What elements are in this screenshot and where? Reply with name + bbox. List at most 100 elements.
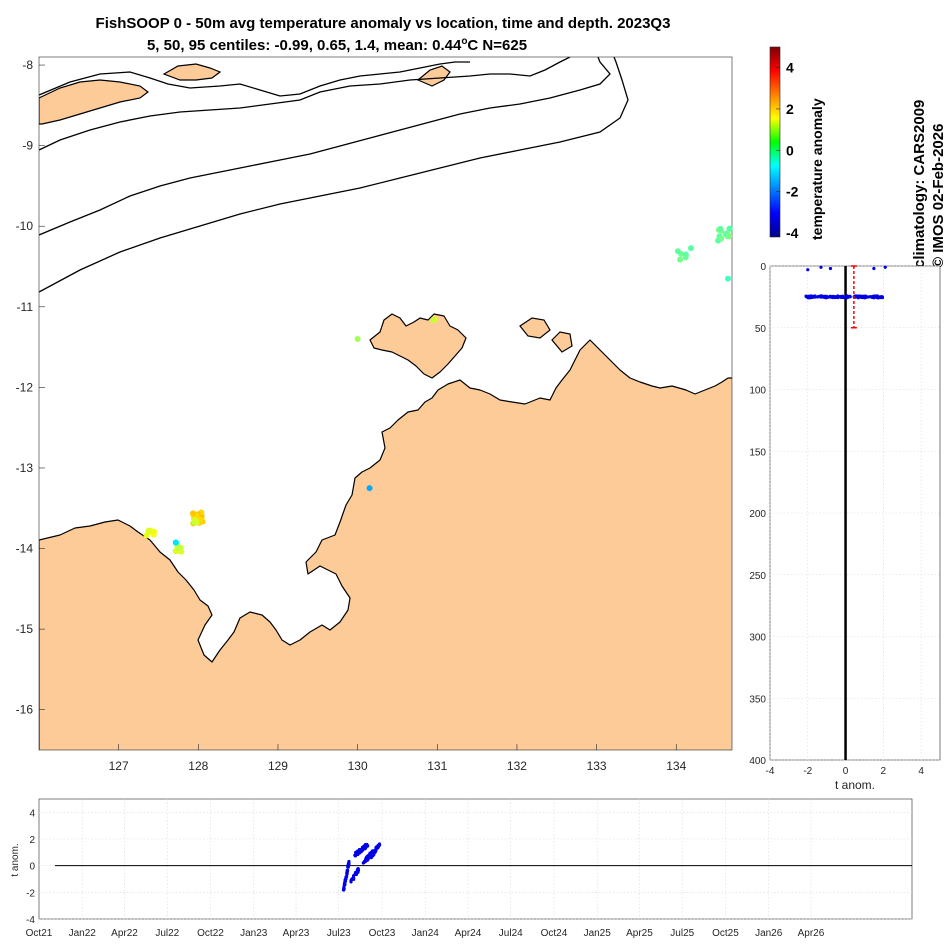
depth-point [815, 295, 819, 299]
depth-ytick-label: 0 [760, 262, 766, 273]
ts-point [359, 850, 363, 854]
depth-point [878, 295, 883, 299]
map-ytick-label: -12 [16, 380, 34, 394]
depth-points [804, 265, 887, 329]
climatology-label: climatology: CARS2009 [911, 100, 928, 268]
chart-title: FishSOOP 0 - 50m avg temperature anomaly… [96, 15, 671, 32]
depth-point [872, 266, 876, 271]
timor-island [39, 79, 149, 125]
ts-ytick-label: -2 [26, 888, 35, 899]
map-point [678, 250, 685, 257]
map-point [726, 233, 733, 240]
ts-ytick-label: 2 [29, 835, 35, 846]
depth-ytick-label: 100 [749, 386, 766, 397]
ts-xtick-label: Apr23 [283, 928, 310, 939]
contour-shallow [39, 61, 470, 97]
depth-point [822, 295, 826, 299]
ts-point [353, 853, 357, 857]
depth-xtick-label: 4 [918, 766, 924, 777]
ts-point [360, 845, 365, 849]
ts-xtick-label: Oct23 [369, 928, 396, 939]
map-ytick-label: -14 [16, 542, 34, 556]
ts-xtick-label: Jan23 [240, 928, 268, 939]
depth-point [841, 294, 845, 298]
map-point [677, 256, 684, 263]
map-xtick-label: 127 [109, 759, 129, 773]
colorbar-gradient [769, 46, 781, 238]
ts-xtick-label: Apr26 [798, 928, 825, 939]
map-ytick-label: -8 [22, 58, 33, 72]
ts-xtick-label: Jan26 [755, 928, 783, 939]
map-point [717, 225, 724, 232]
map-point [682, 254, 689, 261]
ts-point [363, 843, 367, 847]
ts-point [374, 848, 378, 852]
depth-point [875, 295, 879, 299]
ts-ytick-label: 4 [29, 808, 35, 819]
depth-profile-panel: -4 -2 0 2 4 0 50 100 150 200 250 300 350 400 t anom. [749, 262, 941, 792]
depth-point [829, 295, 833, 299]
depth-ytick-label: 50 [755, 324, 767, 335]
ts-xtick-label: Jul23 [327, 928, 351, 939]
map-xtick-label: 134 [666, 759, 686, 773]
ts-point [356, 870, 360, 874]
ts-xtick-label: Apr24 [455, 928, 482, 939]
map-point [366, 485, 373, 492]
colorbar-tick-label: -2 [786, 184, 799, 200]
chart-subtitle: 5, 50, 95 centiles: -0.99, 0.65, 1.4, me… [147, 36, 527, 54]
ts-point [344, 875, 349, 879]
ts-xtick-label: Jul25 [670, 928, 694, 939]
ts-xtick-label: Jul22 [155, 928, 179, 939]
ts-xtick-label: Oct22 [197, 928, 224, 939]
ts-axes: Oct21 Jan22 Apr22 Jul22 Oct22 Jan23 Apr23 Jul23… [26, 799, 912, 939]
depth-xlabel: t anom. [835, 778, 875, 792]
map-point [354, 336, 361, 343]
ts-xtick-label: Jul24 [499, 928, 523, 939]
island-131e [369, 313, 467, 379]
depth-ytick-label: 400 [749, 756, 766, 767]
map-frame [38, 56, 733, 751]
ts-point [355, 851, 359, 855]
depth-xtick-label: 0 [843, 766, 849, 777]
map-axes: 127 128 129 130 131 132 133 134 -8 -9 -10 -11 -12 -13… [16, 58, 687, 773]
subtitle-stats: 5, 50, 95 centiles: -0.99, 0.65, 1.4, me… [147, 37, 462, 54]
ts-point [362, 860, 367, 864]
ts-point [345, 871, 349, 875]
depth-point [848, 295, 852, 299]
map-xtick-label: 132 [507, 759, 527, 773]
map-xtick-label: 130 [348, 759, 368, 773]
depth-xtick-label: -4 [766, 766, 775, 777]
depth-axes: -4 -2 0 2 4 0 50 100 150 200 250 300 350 400 [749, 262, 940, 777]
map-point [191, 517, 198, 524]
ts-point [342, 882, 347, 886]
map-point [172, 539, 179, 546]
colorbar-tick-label: -4 [786, 225, 799, 241]
colorbar-tick-label: 4 [786, 60, 794, 76]
map-xtick-label: 129 [268, 759, 288, 773]
depth-ytick-label: 300 [749, 633, 766, 644]
island-arnhem [519, 317, 551, 339]
ts-point [352, 877, 356, 881]
map-xtick-label: 128 [188, 759, 208, 773]
depth-point [883, 265, 887, 269]
ts-points [341, 842, 382, 892]
ts-xtick-label: Apr22 [111, 928, 138, 939]
ts-point [347, 863, 351, 867]
depth-point [858, 295, 862, 299]
colorbar-tick-label: 0 [786, 142, 794, 158]
map-ytick-label: -9 [22, 139, 33, 153]
ts-ylabel: t anom. [10, 843, 21, 876]
ts-point [376, 845, 380, 849]
map-point [145, 527, 152, 534]
subtitle-count: C N=625 [467, 37, 527, 54]
ts-point [370, 852, 374, 856]
ts-xtick-label: Jan24 [412, 928, 440, 939]
ts-point [342, 887, 346, 891]
depth-point [864, 294, 868, 298]
depth-ytick-label: 250 [749, 571, 766, 582]
ts-frame [38, 798, 913, 920]
ts-ytick-label: -4 [26, 915, 35, 926]
ts-xtick-label: Oct25 [712, 928, 739, 939]
contour-deep [39, 57, 611, 236]
colorbar: 4 2 0 -2 -4 temperature anomaly [769, 46, 825, 241]
